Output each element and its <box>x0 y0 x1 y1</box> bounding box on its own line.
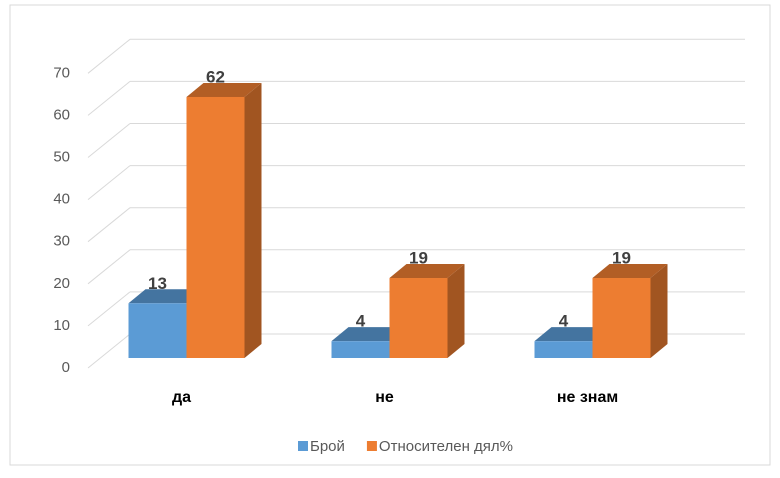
bar-side <box>244 82 262 358</box>
bar-top <box>186 82 262 97</box>
x-tick-label: не <box>375 389 394 406</box>
value-label: 62 <box>206 67 225 86</box>
grid-line <box>87 207 131 243</box>
value-label: 4 <box>356 312 366 331</box>
y-tick-label: 0 <box>62 359 70 376</box>
y-tick-label: 60 <box>53 106 70 123</box>
y-tick-label: 20 <box>53 275 70 292</box>
x-tick-label: да <box>172 389 191 406</box>
value-label: 13 <box>148 274 167 293</box>
bar-side <box>447 264 465 358</box>
bar <box>128 303 187 358</box>
legend-label: Брой <box>310 438 345 455</box>
y-tick-label: 70 <box>53 64 70 81</box>
value-label: 19 <box>409 248 428 267</box>
y-tick-label: 50 <box>53 148 70 165</box>
grid-line <box>87 81 131 116</box>
y-tick-label: 40 <box>53 191 70 208</box>
legend-label: Относителен дял% <box>379 438 513 455</box>
value-label: 4 <box>559 312 569 331</box>
bar <box>389 278 448 358</box>
grid-line <box>87 123 131 158</box>
bar-top <box>389 264 465 279</box>
bar <box>534 341 593 358</box>
grid-line <box>87 38 131 74</box>
bar <box>186 96 245 358</box>
bar <box>592 278 651 358</box>
grid-line <box>87 291 131 327</box>
value-label: 19 <box>612 248 631 267</box>
x-tick-label: не знам <box>557 389 618 406</box>
y-tick-label: 10 <box>53 317 70 334</box>
bar-side <box>650 264 668 358</box>
bar <box>331 341 390 358</box>
bar-top <box>331 327 407 342</box>
legend-swatch <box>366 441 377 451</box>
bar-top <box>592 264 668 279</box>
grid-line <box>87 249 131 285</box>
grid-line <box>87 333 131 369</box>
grid-line <box>87 165 131 200</box>
y-tick-label: 30 <box>53 233 70 250</box>
bar-top <box>128 289 204 304</box>
legend-swatch <box>298 441 308 451</box>
bar-top <box>534 327 610 342</box>
